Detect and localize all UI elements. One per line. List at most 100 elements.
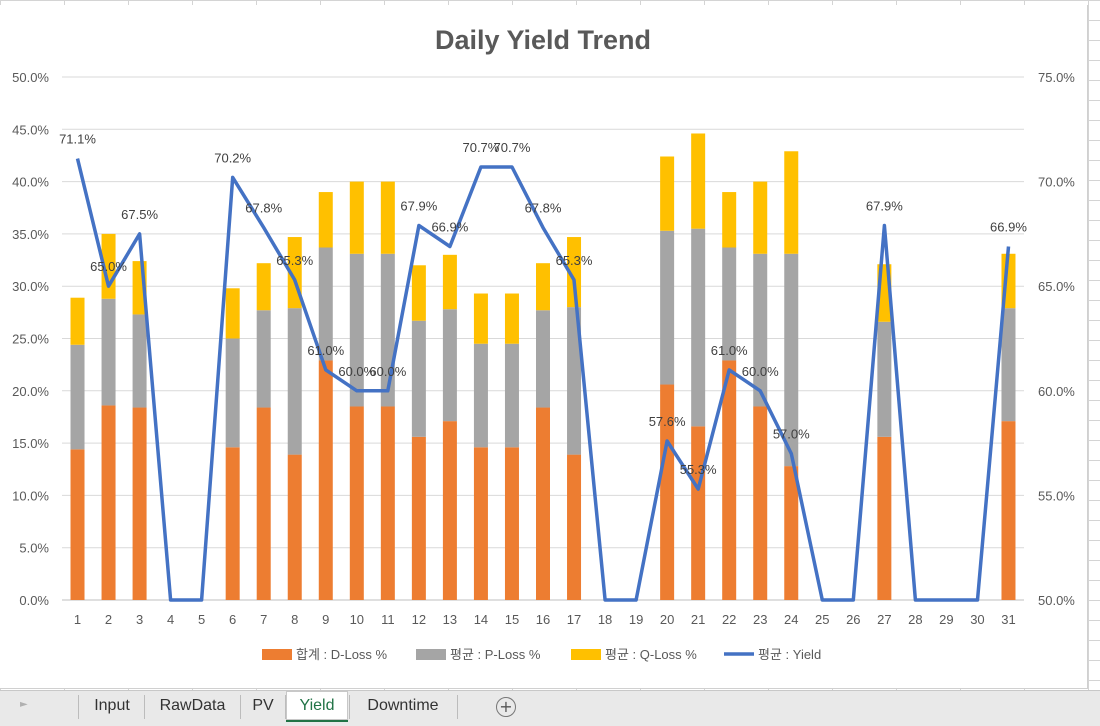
- bar-segment: [287, 308, 302, 455]
- bar-segment: [660, 384, 675, 600]
- x-tick-label: 11: [381, 612, 395, 627]
- x-tick-label: 27: [877, 612, 891, 627]
- data-label: 67.8%: [245, 201, 282, 216]
- tab-separator: [240, 695, 241, 719]
- tab-rawdata[interactable]: RawData: [159, 697, 226, 714]
- data-label: 67.5%: [121, 207, 158, 222]
- sheet-nav-arrow[interactable]: ►: [20, 699, 28, 710]
- y-right-tick-label: 65.0%: [1038, 279, 1075, 294]
- data-label: 67.9%: [400, 199, 437, 214]
- bar-segment: [101, 405, 116, 600]
- data-label: 60.0%: [742, 364, 779, 379]
- chart-container[interactable]: Daily Yield Trend 71.1% 65.0% 67.5% 70.2% 67…: [0, 5, 1088, 689]
- data-label: 60.0%: [369, 364, 406, 379]
- legend: 합계 : D-Loss % 평균 : P-Loss % 평균 : Q-Loss % 평…: [262, 647, 821, 662]
- bar-segment: [70, 449, 85, 600]
- y-left-tick-label: 0.0%: [19, 593, 49, 608]
- tab-separator: [457, 695, 458, 719]
- data-label: 70.7%: [494, 140, 531, 155]
- bar-segment: [722, 360, 737, 600]
- x-tick-label: 3: [136, 612, 143, 627]
- bar-segment: [380, 181, 395, 254]
- x-tick-label: 31: [1001, 612, 1015, 627]
- data-label: 61.0%: [711, 343, 748, 358]
- bar-segment: [318, 360, 333, 600]
- bar-segment: [691, 228, 706, 427]
- yield-line: [75, 158, 1011, 602]
- y-left-tick-label: 5.0%: [19, 541, 49, 556]
- bar-segment: [318, 192, 333, 248]
- legend-swatch: [571, 649, 601, 660]
- x-tick-label: 9: [322, 612, 329, 627]
- data-label: 65.3%: [276, 253, 313, 268]
- line-series: [75, 158, 1011, 602]
- x-tick-label: 5: [198, 612, 205, 627]
- data-label: 71.1%: [59, 132, 96, 147]
- x-tick-label: 24: [784, 612, 798, 627]
- bar-segment: [70, 344, 85, 450]
- x-tick-label: 29: [939, 612, 953, 627]
- bar-segment: [753, 253, 768, 407]
- data-label: 70.2%: [214, 150, 251, 165]
- legend-label: 평균 : Yield: [758, 647, 821, 662]
- data-label: 66.9%: [990, 219, 1027, 234]
- tab-separator: [144, 695, 145, 719]
- data-label: 65.3%: [556, 253, 593, 268]
- tab-pv[interactable]: PV: [252, 697, 274, 714]
- y-right-tick-label: 55.0%: [1038, 488, 1075, 503]
- bar-segment: [132, 407, 147, 600]
- bar-segment: [225, 447, 240, 600]
- y-left-tick-label: 45.0%: [12, 122, 49, 137]
- y-right-tick-label: 50.0%: [1038, 593, 1075, 608]
- bar-segment: [411, 265, 426, 321]
- bar-segment: [567, 237, 582, 308]
- bar-segment: [411, 436, 426, 600]
- x-tick-label: 18: [598, 612, 612, 627]
- bar-segment: [101, 298, 116, 406]
- data-label: 57.6%: [649, 414, 686, 429]
- tab-separator: [285, 695, 286, 719]
- bar-segment: [784, 151, 799, 254]
- axis-labels: 0.0% 5.0% 10.0% 15.0% 20.0% 25.0% 30.0% 35.0% 40…: [12, 70, 1075, 627]
- bar-segment: [877, 436, 892, 600]
- tab-yield[interactable]: Yield: [286, 691, 348, 722]
- bar-segment: [753, 181, 768, 254]
- x-tick-label: 12: [412, 612, 426, 627]
- bar-segment: [877, 321, 892, 437]
- add-sheet-button[interactable]: +: [496, 697, 516, 717]
- bar-segment: [660, 230, 675, 385]
- tab-downtime[interactable]: Downtime: [367, 697, 439, 714]
- bar-segment: [70, 297, 85, 345]
- sheet-tab-bar: ► Input RawData PV Yield Downtime +: [0, 690, 1100, 726]
- bar-segment: [536, 263, 550, 311]
- bar-segment: [567, 307, 582, 455]
- bar-segment: [225, 338, 240, 448]
- y-left-tick-label: 20.0%: [12, 384, 49, 399]
- x-tick-label: 2: [105, 612, 112, 627]
- x-tick-label: 10: [350, 612, 364, 627]
- bar-segment: [225, 288, 240, 339]
- x-tick-label: 23: [753, 612, 767, 627]
- bar-segment: [1001, 308, 1016, 422]
- y-left-tick-label: 25.0%: [12, 332, 49, 347]
- data-label: 66.9%: [431, 219, 468, 234]
- bar-segment: [256, 407, 271, 600]
- data-label: 70.7%: [462, 140, 499, 155]
- tab-input[interactable]: Input: [94, 697, 130, 714]
- bar-segment: [784, 466, 799, 600]
- x-tick-label: 14: [474, 612, 488, 627]
- data-label: 67.8%: [525, 201, 562, 216]
- bar-segment: [473, 343, 488, 448]
- bar-segment: [349, 406, 364, 600]
- y-left-tick-label: 15.0%: [12, 436, 49, 451]
- x-tick-label: 15: [505, 612, 519, 627]
- bar-segment: [691, 426, 706, 600]
- bar-segment: [536, 407, 550, 600]
- y-left-tick-label: 30.0%: [12, 279, 49, 294]
- bar-segment: [256, 263, 271, 311]
- bar-segment: [287, 454, 302, 600]
- x-tick-label: 7: [260, 612, 267, 627]
- bar-segment: [442, 309, 457, 422]
- bar-segment: [1001, 421, 1016, 600]
- bar-segment: [784, 253, 799, 467]
